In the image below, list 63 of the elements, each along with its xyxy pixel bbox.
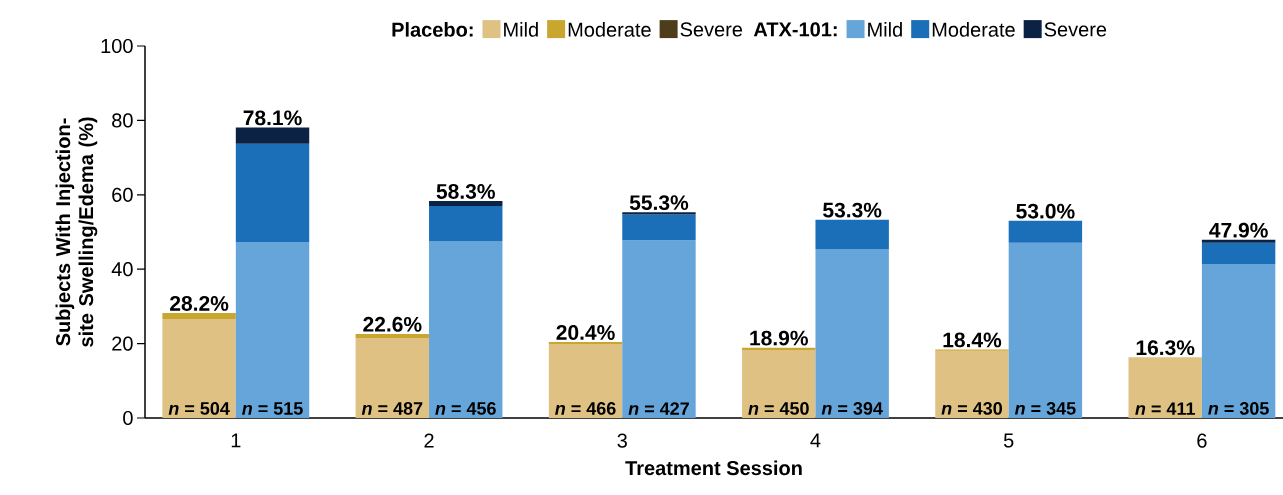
total-label: 18.9% (750, 330, 808, 346)
total-label: 47.9% (1209, 222, 1268, 238)
legend-label: Severe (1044, 22, 1107, 37)
bar (429, 201, 503, 206)
bar (1201, 263, 1276, 418)
bar (1008, 242, 1083, 418)
y-tick-label: 40 (111, 262, 133, 277)
legend-label: Moderate (932, 22, 1015, 37)
bar (162, 313, 236, 320)
annotation: n = 487 (361, 402, 423, 415)
bar (815, 219, 889, 250)
total-label: 78.1% (243, 110, 302, 126)
x-tick-label: 6 (1197, 433, 1207, 448)
x-tick-label: 2 (424, 433, 434, 448)
total-label: 20.4% (556, 325, 615, 340)
annotation: n = 504 (168, 402, 230, 415)
bar (429, 240, 503, 418)
total-label: 55.3% (629, 195, 689, 211)
total-label: 53.3% (823, 202, 882, 218)
y-axis-title: Subjects With Injection-site Swelling/Edema (%) (55, 117, 98, 347)
bar (429, 205, 503, 241)
bar (235, 127, 310, 144)
bar (815, 249, 889, 418)
annotation: n = 394 (821, 402, 883, 415)
annotation: n = 411 (1135, 402, 1195, 415)
bar (622, 240, 696, 418)
total-label: 58.3% (436, 184, 495, 199)
annotation: n = 430 (941, 402, 1002, 415)
total-label: 28.2% (170, 296, 229, 311)
total-label: 53.0% (1016, 203, 1075, 219)
legend-label: Moderate (568, 22, 651, 37)
y-tick-label: 80 (112, 113, 133, 128)
legend-label: Severe (680, 22, 743, 37)
legend-title: Placebo: (392, 22, 473, 37)
bar (622, 212, 696, 215)
x-tick-label: 4 (810, 433, 821, 448)
legend-title: ATX-101: (753, 22, 837, 37)
y-tick-label: 20 (112, 336, 133, 351)
bar (1201, 239, 1276, 243)
total-label: 16.3% (1136, 340, 1195, 356)
bar (1201, 242, 1276, 264)
annotation: n = 466 (555, 402, 616, 415)
y-tick-label: 0 (123, 410, 133, 426)
annotation: n = 515 (242, 402, 303, 415)
annotation: n = 456 (435, 402, 496, 415)
annotation: n = 305 (1208, 402, 1269, 415)
y-tick-label: 60 (112, 187, 133, 202)
annotation: n = 345 (1014, 402, 1076, 415)
total-label: 22.6% (363, 316, 422, 332)
bar (355, 333, 430, 339)
x-axis-title: Treatment Session (625, 460, 802, 476)
legend-label: Mild (868, 22, 902, 37)
y-tick-label: 100 (101, 38, 133, 54)
annotation: n = 427 (628, 402, 689, 415)
x-tick-label: 1 (231, 433, 241, 448)
bar (622, 214, 696, 241)
bar (1008, 220, 1083, 243)
x-tick-label: 3 (617, 433, 627, 448)
total-label: 18.4% (943, 332, 1002, 348)
annotation: n = 450 (748, 402, 809, 415)
bar (235, 143, 310, 243)
legend-label: Mild (504, 22, 538, 37)
x-tick-label: 5 (1003, 433, 1014, 448)
